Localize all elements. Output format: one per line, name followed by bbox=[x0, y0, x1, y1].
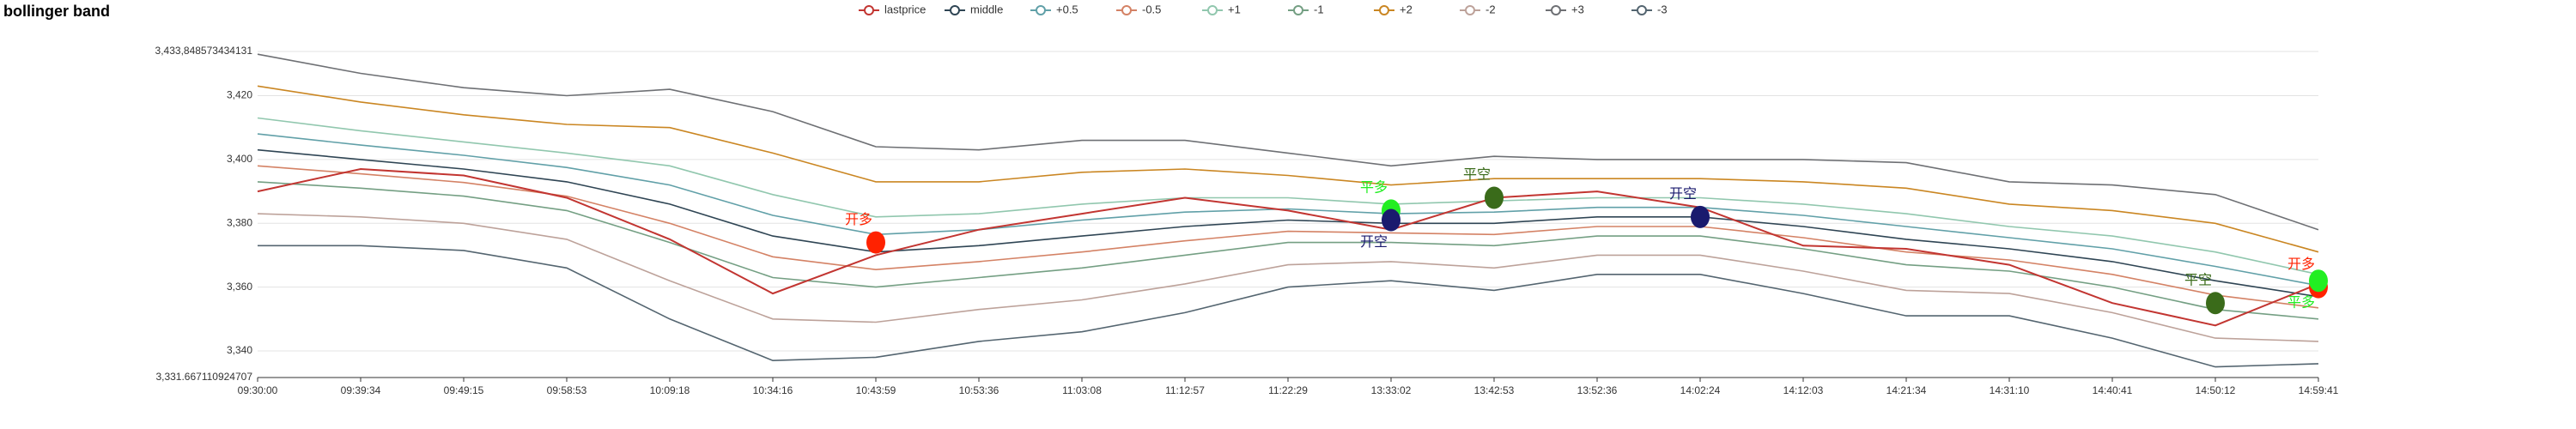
y-tick-label: 3,331.667110924707 bbox=[155, 371, 252, 383]
series-line bbox=[257, 181, 2319, 320]
trade-label: 开多 bbox=[845, 212, 872, 227]
series-line bbox=[257, 167, 2319, 327]
series-line bbox=[257, 213, 2319, 342]
legend-swatch bbox=[1121, 5, 1132, 15]
legend-label: +3 bbox=[1571, 3, 1584, 15]
legend-swatch bbox=[1036, 5, 1046, 15]
series-line bbox=[257, 148, 2319, 298]
legend-swatch bbox=[1637, 5, 1647, 15]
x-tick-label: 13:42:53 bbox=[1474, 384, 1515, 396]
trade-label: 开空 bbox=[1669, 186, 1697, 202]
legend-label: middle bbox=[970, 3, 1003, 15]
x-tick-label: 14:12:03 bbox=[1783, 384, 1824, 396]
x-tick-label: 10:53:36 bbox=[959, 384, 999, 396]
x-tick-label: 11:03:08 bbox=[1062, 384, 1102, 396]
x-tick-label: 10:34:16 bbox=[753, 384, 793, 396]
legend-swatch bbox=[864, 5, 874, 15]
y-tick-label: 3,420 bbox=[227, 89, 252, 101]
x-tick-label: 14:31:10 bbox=[1990, 384, 2030, 396]
trade-marker bbox=[866, 231, 885, 254]
legend-swatch bbox=[1551, 5, 1561, 15]
series-line bbox=[257, 165, 2319, 309]
trade-label: 平空 bbox=[2184, 272, 2212, 287]
legend-swatch bbox=[1207, 5, 1218, 15]
x-tick-label: 10:43:59 bbox=[856, 384, 896, 396]
legend-swatch bbox=[1379, 5, 1389, 15]
legend-label: -1 bbox=[1314, 3, 1324, 15]
trade-label: 平空 bbox=[1463, 167, 1491, 183]
x-tick-label: 14:40:41 bbox=[2093, 384, 2133, 396]
x-tick-label: 14:21:34 bbox=[1886, 384, 1927, 396]
y-tick-label: 3,380 bbox=[227, 216, 252, 228]
legend-label: -3 bbox=[1657, 3, 1668, 15]
trade-marker bbox=[1382, 208, 1400, 232]
y-tick-label: 3,400 bbox=[227, 153, 252, 165]
series-line bbox=[257, 117, 2319, 275]
legend-label: -0.5 bbox=[1142, 3, 1161, 15]
trade-marker bbox=[1691, 205, 1710, 228]
legend-swatch bbox=[950, 5, 960, 15]
x-tick-label: 14:50:12 bbox=[2196, 384, 2236, 396]
y-tick-label: 3,433,848573434131 bbox=[155, 45, 253, 57]
trade-label: 开空 bbox=[1360, 234, 1388, 250]
series-line bbox=[257, 133, 2319, 287]
x-tick-label: 11:12:57 bbox=[1165, 384, 1205, 396]
legend-swatch bbox=[1465, 5, 1475, 15]
series-line bbox=[258, 245, 2319, 368]
legend-label: +2 bbox=[1400, 3, 1413, 15]
legend-swatch bbox=[1293, 5, 1303, 15]
trade-label: 开多 bbox=[2287, 257, 2315, 272]
legend-label: +1 bbox=[1228, 3, 1241, 15]
x-tick-label: 11:22:29 bbox=[1268, 384, 1308, 396]
x-tick-label: 09:58:53 bbox=[547, 384, 587, 396]
x-tick-label: 09:39:34 bbox=[341, 384, 381, 396]
trade-marker bbox=[1485, 186, 1504, 209]
x-tick-label: 09:49:15 bbox=[444, 384, 484, 396]
trade-label: 平多 bbox=[1360, 180, 1388, 196]
x-tick-label: 10:09:18 bbox=[650, 384, 690, 396]
legend-label: +0.5 bbox=[1056, 3, 1078, 15]
legend-label: lastprice bbox=[884, 3, 926, 15]
x-tick-label: 13:33:02 bbox=[1371, 384, 1412, 396]
trade-marker bbox=[2309, 269, 2328, 293]
chart-title: bollinger band bbox=[3, 3, 110, 20]
x-tick-label: 14:02:24 bbox=[1680, 384, 1721, 396]
trade-label: 平多 bbox=[2287, 294, 2315, 310]
series-line bbox=[257, 85, 2319, 253]
series-line bbox=[257, 53, 2319, 231]
x-tick-label: 14:59:41 bbox=[2299, 384, 2339, 396]
y-tick-label: 3,340 bbox=[227, 344, 252, 356]
x-tick-label: 13:52:36 bbox=[1577, 384, 1618, 396]
legend-label: -2 bbox=[1485, 3, 1496, 15]
y-tick-label: 3,360 bbox=[227, 281, 252, 293]
trade-marker bbox=[2206, 292, 2225, 315]
x-tick-label: 09:30:00 bbox=[238, 384, 278, 396]
